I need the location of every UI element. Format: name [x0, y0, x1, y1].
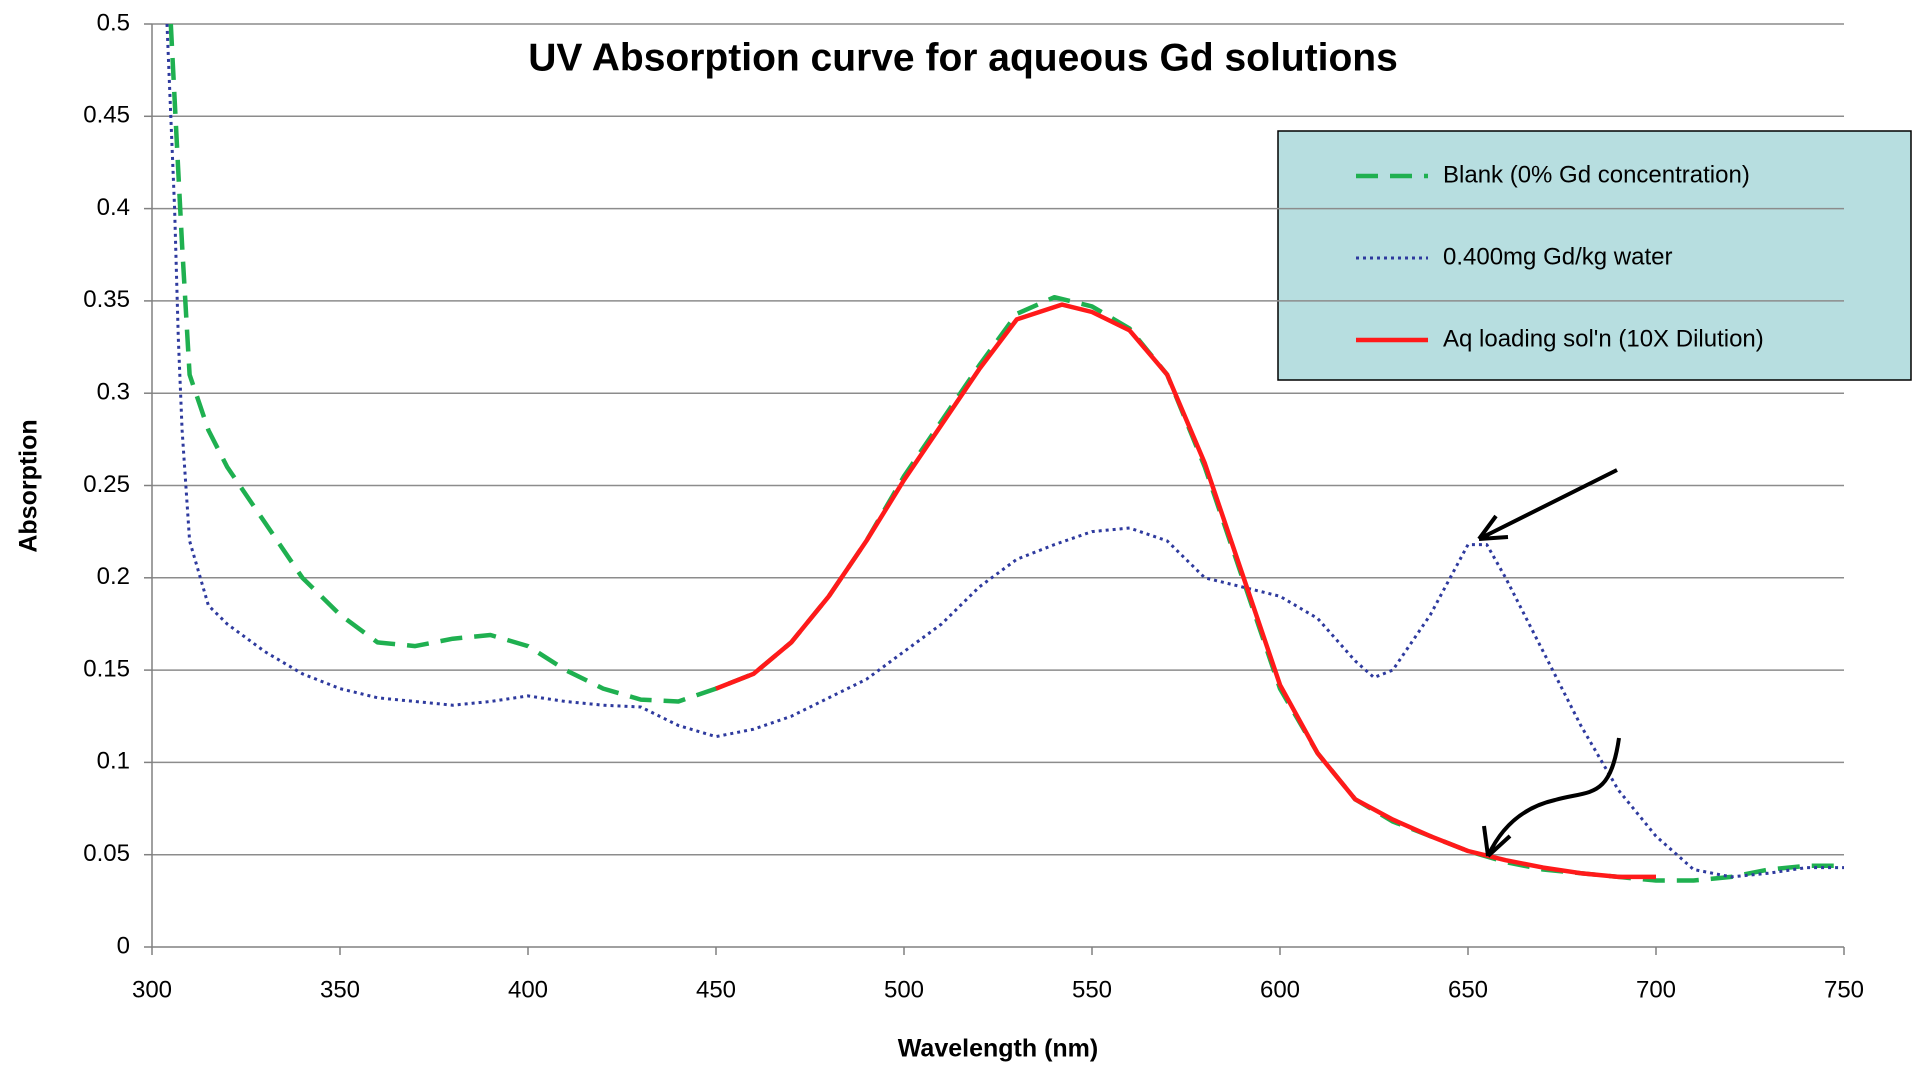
y-tick-label: 0.2 [97, 563, 130, 590]
y-tick-label: 0.1 [97, 748, 130, 775]
x-tick-label: 700 [1636, 976, 1676, 1003]
chart-title: UV Absorption curve for aqueous Gd solut… [528, 36, 1398, 79]
y-tick-label: 0.5 [97, 9, 130, 36]
legend-label: 0.400mg Gd/kg water [1443, 243, 1672, 270]
legend: Blank (0% Gd concentration) 0.400mg Gd/kg… [1356, 161, 1764, 352]
x-tick-label: 550 [1072, 976, 1112, 1003]
legend-label: Blank (0% Gd concentration) [1443, 161, 1750, 188]
x-tick-label: 450 [696, 976, 736, 1003]
y-tick-label: 0.05 [83, 840, 130, 867]
y-tick-label: 0.15 [83, 655, 130, 682]
legend-label: Aq loading sol'n (10X Dilution) [1443, 325, 1764, 352]
x-tick-label: 350 [320, 976, 360, 1003]
x-tick-label: 400 [508, 976, 548, 1003]
x-tick-label: 300 [132, 976, 172, 1003]
arrow [1482, 737, 1621, 858]
y-axis-label: Absorption [15, 419, 43, 552]
x-tick-label: 750 [1824, 976, 1864, 1003]
y-tick-label: 0.45 [83, 102, 130, 129]
data-line [715, 302, 1656, 880]
y-tick-label: 0.3 [97, 379, 130, 406]
x-tick-label: 600 [1260, 976, 1300, 1003]
x-tick-label: 650 [1448, 976, 1488, 1003]
x-axis-label: Wavelength (nm) [898, 1035, 1098, 1063]
x-tick-label: 500 [884, 976, 924, 1003]
y-tick-label: 0.35 [83, 286, 130, 313]
y-tick-label: 0.4 [97, 194, 130, 221]
y-tick-label: 0 [117, 932, 130, 959]
y-tick-label: 0.25 [83, 471, 130, 498]
arrow [1477, 468, 1618, 541]
data-line [165, 23, 1844, 879]
